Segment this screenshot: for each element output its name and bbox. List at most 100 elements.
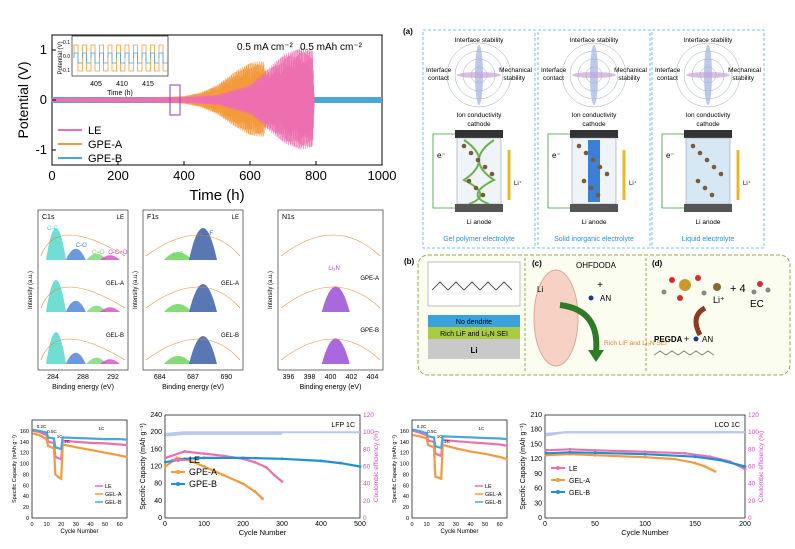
li-ion-sphere (597, 164, 603, 170)
inset-xtick: 415 (142, 81, 154, 88)
rate-label: 1C (57, 434, 64, 439)
xps-peak (100, 307, 120, 312)
xps-peak (46, 228, 66, 260)
data-point (202, 465, 206, 468)
y-axis-label: Specific Capacity (mAh g⁻¹) (520, 423, 527, 510)
legend-label: LE (105, 484, 112, 490)
x-tick-label: 60 (117, 522, 123, 528)
xps-xlabel: Binding energy (eV) (162, 384, 224, 391)
data-point (425, 432, 428, 435)
data-point (498, 456, 501, 459)
data-point (469, 450, 472, 453)
y2-tick-label: 40 (748, 481, 756, 488)
radar-label: Mechanical (728, 67, 761, 74)
circuit-wire (547, 133, 570, 209)
data-point (280, 457, 284, 461)
xps-row-label: GEL-A (106, 281, 124, 287)
data-point (437, 476, 440, 479)
inset-ylabel: Potential (V) (58, 41, 64, 74)
data-point (74, 446, 77, 449)
layer-sei (428, 327, 520, 339)
x-tick-label: 200 (237, 521, 249, 528)
data-point (54, 473, 57, 476)
y-tick-label: 240 (150, 412, 162, 419)
y-tick-label: 160 (20, 429, 29, 435)
cycling-frame (411, 419, 508, 519)
xps-xtick-label: 690 (220, 374, 232, 381)
series-gel-a-line (413, 434, 508, 481)
xps-xtick-label: 400 (325, 374, 337, 381)
xps-xtick-label: 288 (77, 374, 89, 381)
series-gel-a-line (33, 432, 128, 481)
y2-tick-label: 100 (748, 429, 759, 436)
li-ion-label: Li⁺ (713, 295, 725, 305)
li-ion-sphere (590, 157, 596, 163)
xps-row-label: GEL-B (106, 333, 124, 339)
data-point (412, 428, 415, 431)
x-tick-label: 50 (591, 521, 599, 528)
layer-li-label: Li (470, 346, 477, 355)
li-ion-sphere (697, 150, 703, 156)
y-tick-label: 160 (400, 429, 409, 435)
x-tick-label: 30 (453, 522, 459, 528)
y2-tick-label: 120 (748, 412, 759, 419)
radar-label: contact (428, 75, 449, 82)
radar-label: stability (732, 75, 754, 82)
inset-ytick: 0.0 (63, 54, 70, 60)
y2-tick-label: 20 (748, 498, 756, 505)
legend-marker (176, 470, 180, 474)
data-point (104, 438, 107, 441)
rate-label: 0.5C (47, 429, 57, 434)
li-ion-sphere (711, 164, 717, 170)
column-title: Solid inorganic electrolyte (554, 236, 634, 243)
data-point (427, 444, 430, 447)
data-point (568, 452, 572, 456)
cycling-title: LFP 1C (331, 422, 355, 429)
ion-label: Li⁺ (629, 180, 637, 187)
x-tick-label: 40 (87, 522, 93, 528)
layer-li (428, 339, 520, 359)
xps-peak-label: C=O (92, 250, 105, 256)
y2-tick-label: 20 (363, 498, 371, 505)
panel-c-label: (c) (532, 259, 542, 268)
data-point (89, 437, 92, 440)
xps-xtick-label: 402 (346, 374, 358, 381)
radar-label: Interface (655, 67, 681, 74)
rate-label: 1C (479, 426, 486, 431)
xps-envelope (280, 286, 381, 309)
y2-tick-label: 60 (363, 464, 371, 471)
data-point (60, 447, 63, 450)
data-point (437, 446, 440, 449)
y-tick-label: 0 (406, 516, 409, 522)
y-tick-label: 60 (23, 483, 29, 489)
y2-tick-label: 80 (363, 446, 371, 453)
y-tick-label: 120 (530, 456, 542, 463)
x-tick-label: 20 (58, 522, 64, 528)
ohfdoda-label: OHFDODA (576, 261, 617, 270)
radar-label: Ion conductivity (572, 112, 618, 119)
xps-envelope (145, 286, 241, 309)
xps-envelope (40, 286, 126, 309)
data-point (454, 447, 457, 450)
cathode-label: cathode (696, 121, 720, 128)
legend-label-gpe-b: GPE-B (88, 153, 122, 165)
li-ion-sphere (581, 178, 587, 184)
data-point (202, 452, 206, 456)
xps-peak (100, 359, 120, 364)
xps-ylabel: Intensity (a.u.) (268, 271, 274, 309)
x-axis-label: Cycle Number (621, 528, 669, 537)
legend-label: GEL-A (105, 492, 122, 498)
data-point (718, 458, 722, 462)
data-point (265, 465, 268, 469)
data-point (643, 452, 647, 456)
x-tick-label: 0 (543, 521, 547, 528)
data-point (253, 489, 257, 493)
xps-element-label: N1s (282, 214, 295, 221)
data-point (104, 451, 107, 454)
inset-xlabel: Time (h) (107, 90, 133, 97)
xps-xtick-label: 396 (283, 374, 295, 381)
radar-label: Mechanical (499, 67, 532, 74)
cycling-frame (31, 419, 128, 519)
ion-label: Li⁺ (514, 180, 522, 187)
data-point (74, 436, 77, 439)
